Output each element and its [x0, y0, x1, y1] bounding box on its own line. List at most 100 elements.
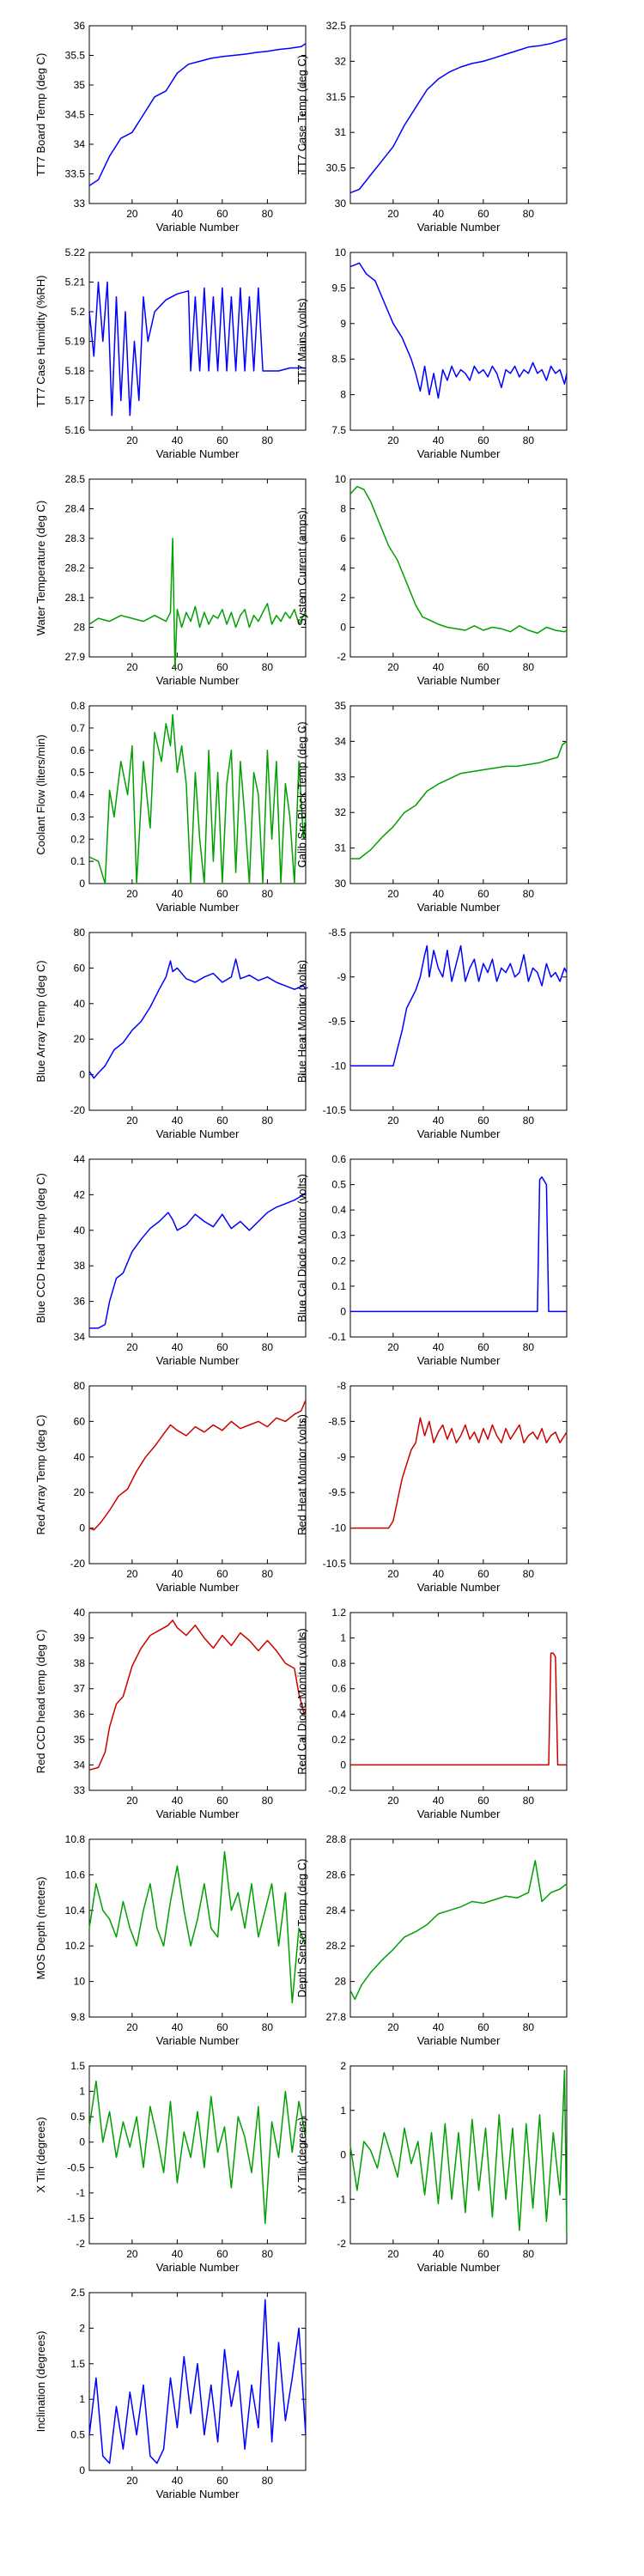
y-axis-label: Red Cal Diode Monitor (volts) [295, 1628, 308, 1775]
x-tick-label: 40 [172, 2021, 184, 2033]
y-tick-label: 0 [340, 1759, 346, 1771]
series-line-1 [88, 43, 307, 186]
y-tick-label: 0.6 [331, 1683, 346, 1695]
y-tick-label: 20 [74, 1486, 86, 1498]
y-tick-label: 10.2 [65, 1940, 86, 1952]
x-tick-label: 20 [126, 1568, 138, 1580]
y-tick-label: 1 [340, 1632, 346, 1644]
y-axis-label: Inclination (degrees) [34, 2331, 47, 2433]
chart-panel-20: -2 -1 0 1 2 20 40 60 80 Variable Number Y Tilt (de… [295, 2060, 568, 2274]
series-line-1 [88, 2080, 307, 2225]
plot-frame [349, 1838, 568, 2018]
x-axis-label: Variable Number [156, 1354, 240, 1367]
y-tick-label: 31 [335, 126, 347, 138]
x-tick-label: 20 [387, 434, 399, 447]
x-axis-label: Variable Number [156, 221, 240, 234]
x-tick-label: 80 [523, 888, 535, 900]
x-tick-label: 20 [126, 661, 138, 673]
y-tick-label: 80 [74, 927, 86, 939]
y-axis-label: TT7 Case Humidity (%RH) [34, 276, 47, 408]
chart-panel-19: -2 -1.5 -1 -0.5 0 0.5 1 1.5 20 40 60 80 Variable Num… [34, 2060, 307, 2274]
x-tick-label: 20 [126, 434, 138, 447]
y-tick-label: 32 [335, 806, 347, 818]
plot-frame [349, 705, 568, 884]
x-tick-label: 60 [216, 2475, 228, 2487]
y-tick-label: 30 [335, 878, 347, 890]
x-tick-label: 20 [387, 1795, 399, 1807]
y-tick-label: 32 [335, 55, 347, 67]
y-tick-label: 35 [74, 79, 86, 91]
y-tick-label: 10.8 [65, 1833, 86, 1845]
plot-frame [349, 252, 568, 431]
x-tick-label: 20 [126, 888, 138, 900]
y-tick-label: 1.5 [70, 2060, 85, 2072]
y-tick-label: 0.7 [70, 722, 85, 734]
x-tick-label: 60 [216, 2021, 228, 2033]
y-tick-label: 36 [74, 1708, 86, 1720]
x-axis-label: Variable Number [417, 1807, 501, 1820]
y-tick-label: 0.1 [331, 1280, 346, 1292]
x-axis-label: Variable Number [156, 674, 240, 687]
x-tick-label: 80 [262, 888, 274, 900]
y-axis-label: X Tilt (degrees) [34, 2117, 47, 2192]
y-axis-label: Red CCD head temp (deg C) [34, 1630, 47, 1774]
plot-frame [349, 2065, 568, 2245]
chart-panel-6: -2 0 2 4 6 8 10 20 40 60 80 Variable Number System C… [295, 473, 568, 687]
y-tick-label: -0.5 [67, 2161, 85, 2173]
y-tick-label: 35 [335, 700, 347, 712]
y-tick-label: -9.5 [328, 1016, 346, 1028]
plot-frame [349, 932, 568, 1111]
y-axis-label: Coolant Flow (liters/min) [34, 734, 47, 854]
y-tick-label: 28 [74, 622, 86, 634]
y-axis-label: MOS Depth (meters) [34, 1877, 47, 1980]
plot-frame [88, 2065, 307, 2245]
plot-frame [88, 478, 307, 658]
x-tick-label: 20 [387, 888, 399, 900]
x-tick-label: 40 [433, 888, 445, 900]
series-line-1 [88, 538, 307, 670]
y-tick-label: 33.5 [65, 168, 86, 180]
y-tick-label: -1.5 [67, 2212, 85, 2224]
plot-frame [88, 25, 307, 204]
y-tick-label: 0.2 [331, 1734, 346, 1746]
x-tick-label: 60 [216, 2248, 228, 2260]
chart-panel-1: 33 33.5 34 34.5 35 35.5 36 20 40 60 80 Variable Num… [34, 20, 307, 234]
y-tick-label: 9.5 [331, 282, 346, 294]
y-tick-label: 38 [74, 1260, 86, 1272]
y-tick-label: -8.5 [328, 927, 346, 939]
y-axis-label: Y Tilt (degrees) [295, 2117, 308, 2193]
y-axis-label: Blue Heat Monitor (volts) [295, 960, 308, 1083]
y-tick-label: 5.16 [65, 424, 86, 436]
x-axis-label: Variable Number [156, 901, 240, 914]
y-axis-label: Red Heat Monitor (volts) [295, 1414, 308, 1535]
y-axis-label: Blue CCD Head Temp (deg C) [34, 1173, 47, 1323]
y-tick-label: 0.5 [70, 2429, 85, 2441]
x-tick-label: 40 [172, 1115, 184, 1127]
y-tick-label: 28 [335, 1976, 347, 1988]
x-tick-label: 80 [523, 208, 535, 220]
y-tick-label: 0.3 [70, 811, 85, 823]
x-tick-label: 60 [477, 1568, 489, 1580]
x-tick-label: 20 [387, 661, 399, 673]
x-axis-label: Variable Number [156, 2261, 240, 2274]
plot-frame [349, 1158, 568, 1338]
x-axis-label: Variable Number [417, 674, 501, 687]
y-tick-label: 60 [74, 962, 86, 974]
y-tick-label: 32.5 [326, 20, 347, 32]
plot-frame [88, 1612, 307, 1791]
x-tick-label: 80 [262, 434, 274, 447]
plot-frame [88, 1158, 307, 1338]
y-tick-label: 27.8 [326, 2011, 347, 2023]
x-tick-label: 60 [477, 1341, 489, 1353]
y-tick-label: 28.8 [326, 1833, 347, 1845]
series-line-1 [350, 945, 568, 1067]
y-tick-label: 28.2 [65, 562, 86, 574]
y-tick-label: 42 [74, 1188, 86, 1200]
y-tick-label: 36 [74, 20, 86, 32]
y-tick-label: 28.4 [326, 1905, 347, 1917]
y-tick-label: 40 [74, 1607, 86, 1619]
x-tick-label: 60 [216, 1568, 228, 1580]
x-axis-label: Variable Number [417, 2261, 501, 2274]
chart-panel-12: -0.1 0 0.1 0.2 0.3 0.4 0.5 0.6 20 40 60 80 Variable … [295, 1153, 568, 1367]
x-tick-label: 60 [477, 661, 489, 673]
